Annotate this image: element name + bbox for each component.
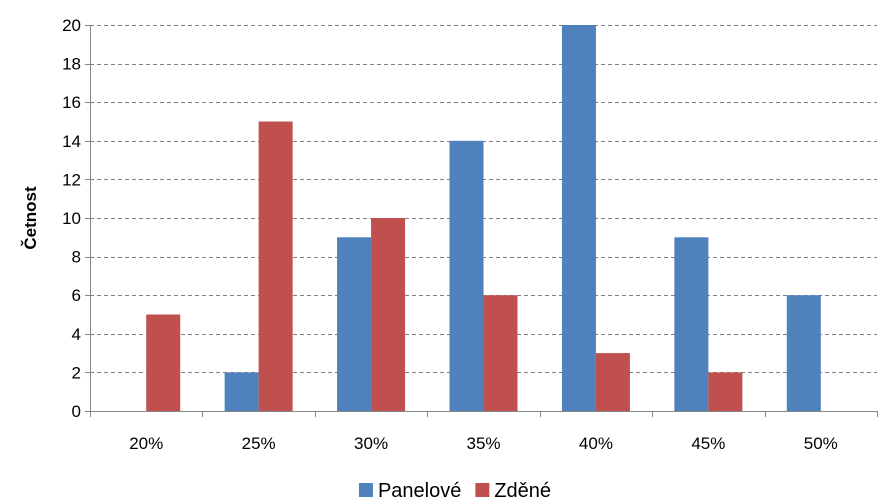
- legend-swatch: [358, 483, 373, 497]
- x-tick-labels: 20% 25% 30% 35% 40% 45% 50%: [129, 434, 838, 453]
- x-tick-label: 30%: [354, 434, 388, 453]
- y-tick-label: 2: [72, 363, 81, 382]
- legend: Panelové Zděné: [358, 480, 551, 502]
- y-tick-label: 18: [62, 55, 81, 74]
- y-tick-labels: 0 2 4 6 8 10 12 14 16 18 20: [62, 16, 81, 421]
- y-tick-label: 14: [62, 132, 81, 151]
- x-tick-label: 20%: [129, 434, 163, 453]
- bar-zděné-30pct: [371, 218, 406, 411]
- y-tick-label: 4: [72, 325, 81, 344]
- y-tick-label: 12: [62, 170, 81, 189]
- bar-zděné-25pct: [258, 121, 293, 411]
- legend-item: Zděné: [475, 480, 551, 502]
- y-tick-label: 10: [62, 209, 81, 228]
- y-tick-label: 20: [62, 16, 81, 35]
- bar-panelové-30pct: [337, 237, 372, 411]
- legend-label: Zděné: [494, 480, 551, 502]
- y-tick-label: 6: [72, 286, 81, 305]
- bar-panelové-45pct: [674, 237, 709, 411]
- x-tick-label: 45%: [691, 434, 725, 453]
- x-tick-label: 35%: [466, 434, 500, 453]
- bar-panelové-50pct: [786, 295, 821, 411]
- legend-label: Panelové: [378, 480, 461, 502]
- bar-panelové-25pct: [224, 372, 259, 411]
- axes: [85, 25, 878, 417]
- x-tick-label: 40%: [579, 434, 613, 453]
- bar-zděné-20pct: [146, 314, 181, 411]
- bar-zděné-45pct: [708, 372, 743, 411]
- bar-zděné-35pct: [483, 295, 518, 411]
- bar-panelové-35pct: [449, 140, 484, 412]
- bars: [146, 25, 821, 412]
- legend-swatch: [475, 483, 490, 497]
- x-tick-label: 25%: [242, 434, 276, 453]
- y-tick-label: 8: [72, 248, 81, 267]
- y-tick-label: 0: [72, 402, 81, 421]
- y-tick-label: 16: [62, 93, 81, 112]
- x-tick-label: 50%: [804, 434, 838, 453]
- legend-item: Panelové: [358, 480, 461, 502]
- y-axis-title: Četnost: [21, 186, 40, 250]
- bar-zděné-40pct: [595, 353, 630, 411]
- bar-panelové-40pct: [561, 25, 596, 411]
